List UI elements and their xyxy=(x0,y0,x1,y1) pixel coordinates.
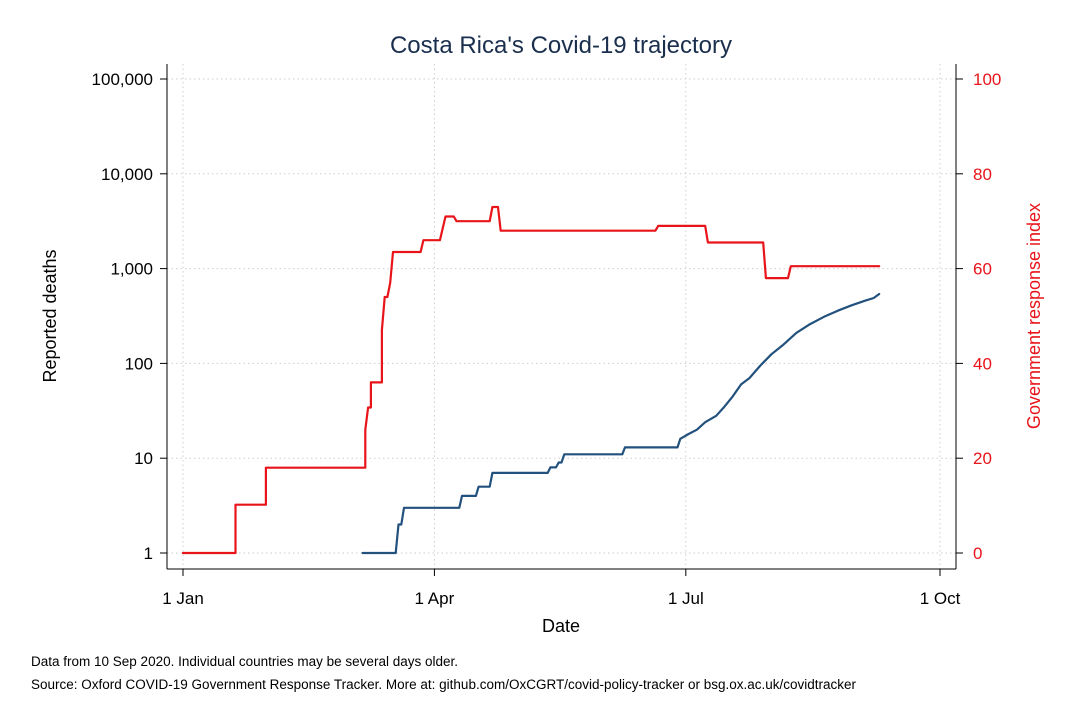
y-axis-label: Reported deaths xyxy=(40,249,60,382)
y2-tick-label-3: 60 xyxy=(973,260,992,279)
y2-tick-label-0: 0 xyxy=(973,544,982,563)
note-source: Source: Oxford COVID-19 Government Respo… xyxy=(31,677,857,692)
y-tick-label-1: 10 xyxy=(134,449,153,468)
series xyxy=(181,205,881,555)
chart-title: Costa Rica's Covid-19 trajectory xyxy=(390,32,732,59)
y-tick-label-3: 1,000 xyxy=(110,260,153,279)
y2-axis-label: Government response index xyxy=(1024,203,1044,429)
series-line-reported-deaths xyxy=(361,292,881,555)
note-data-date: Data from 10 Sep 2020. Individual countr… xyxy=(31,654,458,669)
y-tick-label-0: 1 xyxy=(144,544,153,563)
ticks: 1 Jan 1 Apr 1 Jul 1 Oct 1 10 100 1,000 10,000 100… xyxy=(92,70,1002,608)
x-tick-label-1: 1 Apr xyxy=(415,589,455,608)
y2-tick-label-4: 80 xyxy=(973,165,992,184)
series-line-response-index xyxy=(181,205,881,555)
x-axis-label: Date xyxy=(542,616,580,636)
y2-tick-label-1: 20 xyxy=(973,449,992,468)
y-tick-label-5: 100,000 xyxy=(92,70,153,89)
x-tick-label-2: 1 Jul xyxy=(668,589,704,608)
x-tick-label-0: 1 Jan xyxy=(162,589,204,608)
y2-tick-label-2: 40 xyxy=(973,354,992,373)
axes xyxy=(166,64,957,570)
y-tick-label-2: 100 xyxy=(125,354,153,373)
y2-tick-label-5: 100 xyxy=(973,70,1001,89)
x-tick-label-3: 1 Oct xyxy=(920,589,961,608)
grid xyxy=(167,64,956,569)
y-tick-label-4: 10,000 xyxy=(101,165,153,184)
